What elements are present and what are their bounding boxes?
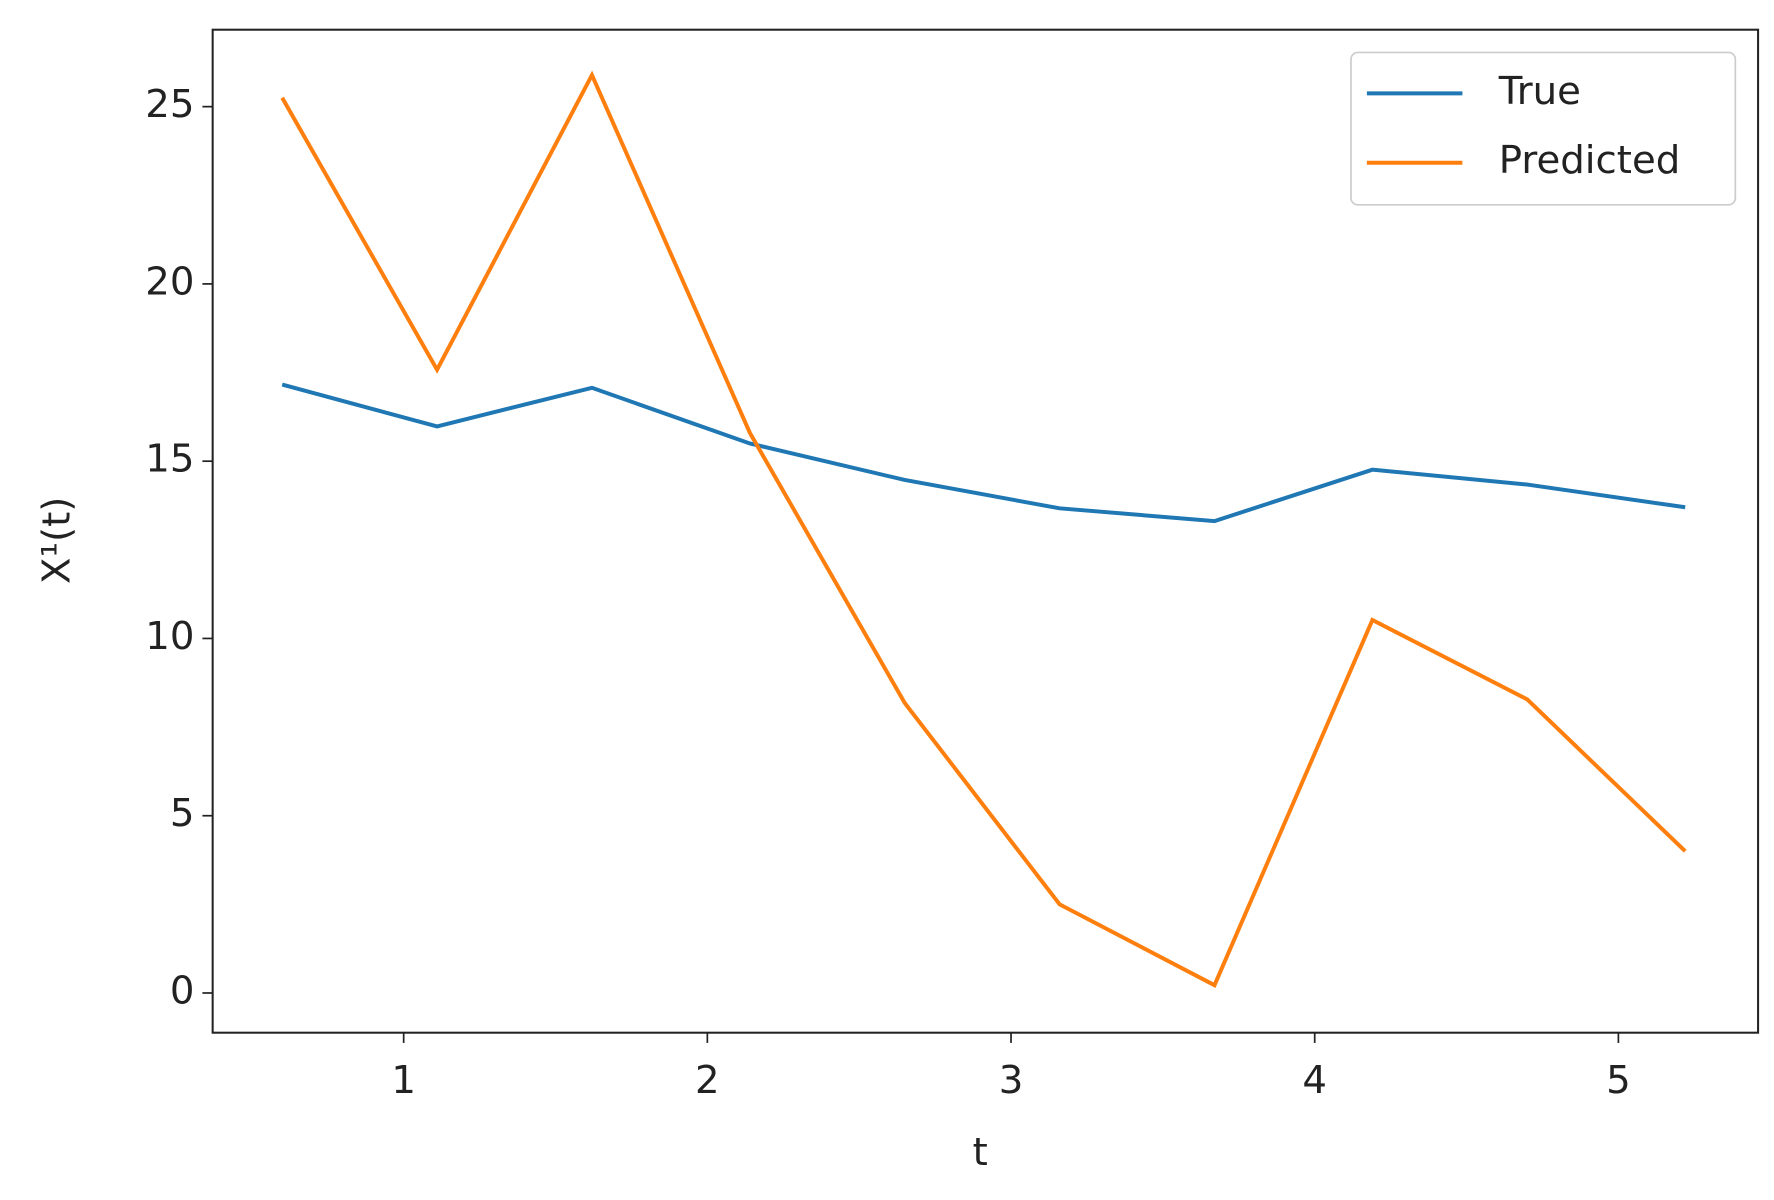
- y-tick-label: 0: [170, 968, 195, 1013]
- x-tick-label: 3: [999, 1058, 1024, 1103]
- y-tick-label: 20: [145, 259, 194, 304]
- y-tick-label: 10: [145, 614, 194, 659]
- x-axis-label: t: [973, 1130, 988, 1175]
- legend-box: [1350, 51, 1737, 206]
- y-tick-label: 5: [170, 791, 195, 836]
- y-tick-label: 15: [145, 437, 194, 482]
- x-tick-label: 1: [391, 1058, 416, 1103]
- plot-frame: [211, 28, 1760, 1034]
- legend-label: True: [1498, 69, 1581, 114]
- series-line: [281, 382, 1686, 524]
- series-line: [280, 70, 1687, 988]
- legend-label: Predicted: [1499, 138, 1680, 183]
- x-tick-label: 5: [1606, 1058, 1631, 1103]
- x-tick-label: 4: [1302, 1058, 1327, 1103]
- y-axis-label: X¹(t): [35, 497, 80, 584]
- x-tick-label: 2: [695, 1058, 720, 1103]
- y-tick-label: 25: [145, 82, 194, 127]
